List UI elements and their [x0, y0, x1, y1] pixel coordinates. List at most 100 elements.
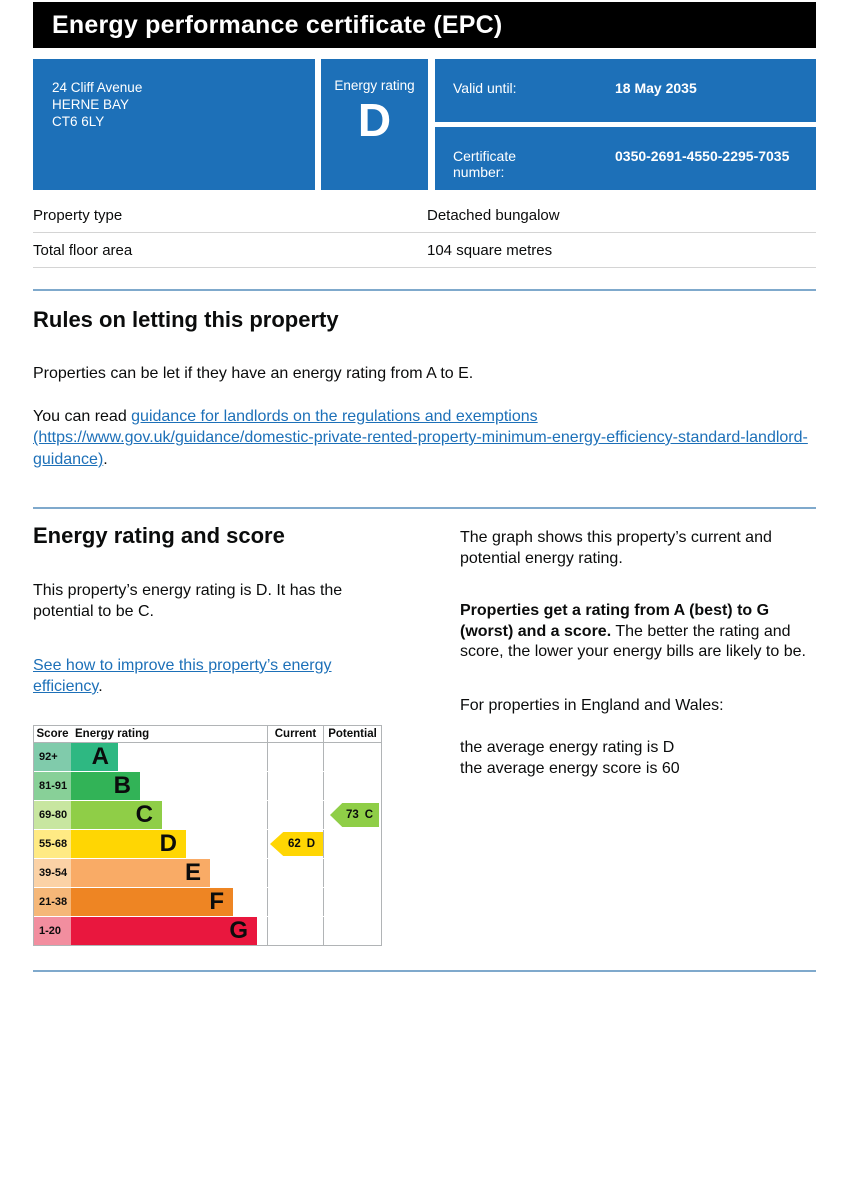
improve-link-suffix: . — [98, 678, 103, 695]
energy-rating-box: Energy rating D — [321, 59, 428, 190]
improve-efficiency-link[interactable]: See how to improve this property’s energ… — [33, 657, 332, 695]
rating-right-column: The graph shows this property’s current … — [460, 522, 816, 946]
potential-score: 73 — [345, 809, 359, 821]
floor-area-value: 104 square metres — [427, 241, 553, 259]
band-score-range: 81-91 — [34, 772, 71, 800]
band-bar-zone: D — [71, 830, 267, 858]
section-divider — [33, 970, 816, 972]
band-bar: B — [71, 772, 140, 800]
address-line-3: CT6 6LY — [52, 114, 105, 129]
epc-band-row-a: 92+ A — [34, 743, 381, 771]
band-score-range: 55-68 — [34, 830, 71, 858]
section-divider — [33, 507, 816, 509]
certificate-number-value: 0350-2691-4550-2295-7035 — [615, 148, 790, 164]
epc-band-row-d: 55-68 D — [34, 830, 381, 858]
rating-left-column: Energy rating and score This property’s … — [33, 522, 389, 946]
band-bar: C — [71, 801, 162, 829]
epc-document: Energy performance certificate (EPC) 24 … — [33, 0, 816, 972]
energy-rating-value: D — [357, 94, 392, 146]
floor-area-label: Total floor area — [33, 241, 133, 259]
band-bar-zone: F — [71, 888, 267, 916]
epc-band-row-b: 81-91 B — [34, 772, 381, 800]
band-score-range: 21-38 — [34, 888, 71, 916]
potential-column-header: Potential — [323, 726, 381, 742]
property-type-label: Property type — [33, 206, 123, 224]
band-current-cell — [267, 859, 323, 887]
band-bar: A — [71, 743, 118, 771]
section-divider — [33, 289, 816, 291]
property-details-table: Property type Detached bungalow Total fl… — [33, 198, 816, 268]
valid-until-label: Valid until: — [453, 80, 517, 96]
band-potential-cell — [323, 888, 381, 916]
improve-link-paragraph: See how to improve this property’s energ… — [33, 655, 389, 697]
band-score-range: 39-54 — [34, 859, 71, 887]
band-current-cell — [267, 917, 323, 945]
landlord-guidance-link[interactable]: guidance for landlords on the regulation… — [33, 407, 808, 468]
band-potential-cell — [323, 772, 381, 800]
epc-band-row-e: 39-54 E — [34, 859, 381, 887]
summary-panel: 24 Cliff Avenue HERNE BAY CT6 6LY Energy… — [33, 59, 816, 190]
certificate-number-row: Certificate number: 0350-2691-4550-2295-… — [435, 127, 816, 190]
valid-until-value: 18 May 2035 — [615, 80, 697, 96]
rules-link-prefix: You can read — [33, 407, 132, 425]
rules-link-paragraph: You can read guidance for landlords on t… — [33, 406, 816, 471]
certificate-number-label: Certificate number: — [453, 148, 517, 180]
band-bar-zone: C — [71, 801, 267, 829]
epc-chart: Score Energy rating Current Potential 92… — [33, 725, 382, 946]
rating-section-heading: Energy rating and score — [33, 523, 285, 548]
current-band: D — [306, 838, 316, 850]
rules-section-heading: Rules on letting this property — [33, 307, 339, 332]
band-score-range: 1-20 — [34, 917, 71, 945]
current-score: 62 — [287, 838, 301, 850]
band-current-cell — [267, 888, 323, 916]
epc-band-row-c: 69-80 C — [34, 801, 381, 829]
rating-section: Energy rating and score This property’s … — [33, 522, 816, 946]
epc-band-row-f: 21-38 F — [34, 888, 381, 916]
graph-description-paragraph: The graph shows this property’s current … — [460, 529, 772, 567]
band-potential-cell — [323, 743, 381, 771]
epc-band-row-g: 1-20 G — [34, 917, 381, 945]
epc-band-rows: 92+ A 81-91 B 69-80 C 55-68 D 39-54 E 21-38 F 1-20 G — [34, 743, 381, 945]
current-rating-arrow: 62 D — [270, 832, 323, 856]
energy-rating-label: Energy rating — [334, 78, 415, 93]
rating-intro-paragraph: This property’s energy rating is D. It h… — [33, 582, 343, 620]
band-potential-cell — [323, 859, 381, 887]
band-score-range: 69-80 — [34, 801, 71, 829]
rating-explanation-bold: Properties get a rating from A (best) to… — [460, 602, 770, 640]
document-title-bar: Energy performance certificate (EPC) — [33, 2, 816, 48]
band-bar: E — [71, 859, 210, 887]
score-column-header: Score — [36, 728, 69, 740]
band-current-cell — [267, 830, 323, 858]
valid-until-row: Valid until: 18 May 2035 — [435, 59, 816, 122]
rules-link-suffix: . — [103, 450, 108, 468]
band-potential-cell — [323, 917, 381, 945]
property-type-value: Detached bungalow — [427, 206, 560, 224]
band-current-cell — [267, 743, 323, 771]
potential-band: C — [364, 809, 374, 821]
band-potential-cell — [323, 801, 381, 829]
table-row: Property type Detached bungalow — [33, 198, 816, 233]
england-wales-paragraph: For properties in England and Wales: — [460, 696, 724, 714]
table-row: Total floor area 104 square metres — [33, 233, 816, 268]
band-bar: G — [71, 917, 257, 945]
band-score-range: 92+ — [34, 743, 71, 771]
band-potential-cell — [323, 830, 381, 858]
averages-paragraph: the average energy rating is D the averag… — [460, 738, 816, 779]
rating-explanation-rest: The better the rating and score, the low… — [460, 622, 806, 661]
band-bar: F — [71, 888, 233, 916]
average-score-line: the average energy score is 60 — [460, 759, 680, 777]
band-bar: D — [71, 830, 186, 858]
band-current-cell — [267, 801, 323, 829]
band-bar-zone: E — [71, 859, 267, 887]
property-address: 24 Cliff Avenue HERNE BAY CT6 6LY — [33, 59, 315, 190]
energy-rating-column-header: Energy rating — [75, 728, 150, 740]
page-title: Energy performance certificate (EPC) — [52, 10, 503, 39]
band-bar-zone: G — [71, 917, 267, 945]
band-bar-zone: B — [71, 772, 267, 800]
summary-right-column: Valid until: 18 May 2035 Certificate num… — [435, 59, 816, 190]
rules-paragraph: Properties can be let if they have an en… — [33, 365, 474, 382]
epc-chart-header: Score Energy rating Current Potential — [34, 726, 381, 743]
rating-explanation-paragraph: Properties get a rating from A (best) to… — [460, 601, 816, 663]
address-line-1: 24 Cliff Avenue — [52, 80, 143, 95]
average-rating-line: the average energy rating is D — [460, 739, 675, 756]
